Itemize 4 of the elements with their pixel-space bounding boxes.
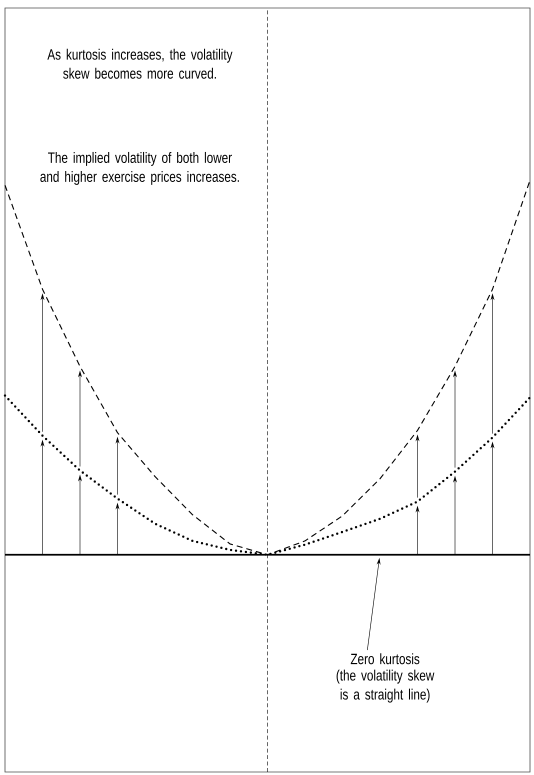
text: Zero kurtosis [350, 653, 420, 664]
annotation: The implied volatility of both lower and higher exercise prices increases. [40, 152, 239, 185]
text: As kurtosis increases, the volatility skew becomes more curved. [47, 48, 232, 79]
text: (the volatility skew is a straight line) [336, 670, 434, 703]
